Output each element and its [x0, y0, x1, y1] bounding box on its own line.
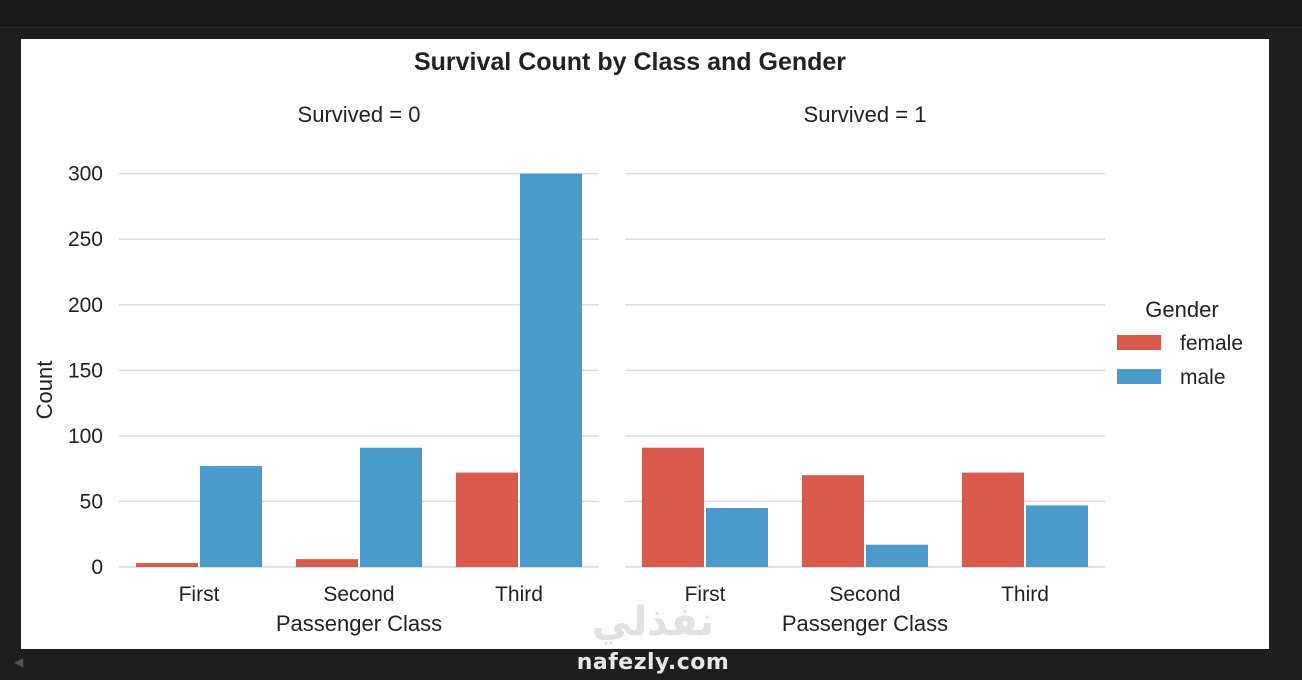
legend-swatch-male — [1117, 369, 1161, 384]
panel-title: Survived = 1 — [804, 102, 927, 127]
x-axis-label: Passenger Class — [276, 611, 442, 636]
window-top-bar — [0, 0, 1302, 28]
y-tick-label: 200 — [68, 294, 103, 317]
scroll-left-icon[interactable]: ◀ — [14, 655, 24, 669]
x-tick-label: Third — [1001, 583, 1049, 606]
chart-svg: Survival Count by Class and Gender Count S… — [32, 48, 1243, 636]
bar-male — [866, 544, 928, 567]
x-tick-label: Second — [323, 583, 394, 606]
legend-title: Gender — [1145, 297, 1218, 322]
bar-female — [962, 472, 1024, 567]
x-tick-label: Third — [495, 583, 543, 606]
x-tick-label: First — [685, 583, 726, 606]
bar-female — [642, 447, 704, 567]
chart-title: Survival Count by Class and Gender — [414, 48, 846, 76]
y-tick-label: 50 — [80, 490, 103, 513]
chart-figure: Survival Count by Class and Gender Count S… — [21, 39, 1269, 649]
x-tick-label: Second — [829, 583, 900, 606]
legend-label-female: female — [1180, 332, 1243, 355]
bar-male — [1026, 505, 1088, 567]
x-tick-label: First — [179, 583, 220, 606]
watermark-latin: nafezly.com — [576, 650, 730, 675]
y-tick-label: 100 — [68, 425, 103, 448]
bar-male — [706, 508, 768, 567]
y-tick-label: 150 — [68, 359, 103, 382]
y-tick-label: 250 — [68, 228, 103, 251]
y-tick-label: 0 — [91, 556, 103, 579]
bar-male — [520, 173, 582, 567]
bar-female — [136, 563, 198, 567]
legend-swatch-female — [1117, 335, 1161, 350]
y-axis-label: Count — [32, 361, 57, 420]
y-tick-label: 300 — [68, 163, 103, 186]
panel-title: Survived = 0 — [298, 102, 421, 127]
legend-label-male: male — [1180, 366, 1226, 389]
bar-female — [296, 559, 358, 567]
bar-female — [802, 475, 864, 567]
bar-male — [200, 466, 262, 567]
bar-male — [360, 447, 422, 567]
bar-female — [456, 472, 518, 567]
x-axis-label: Passenger Class — [782, 611, 948, 636]
